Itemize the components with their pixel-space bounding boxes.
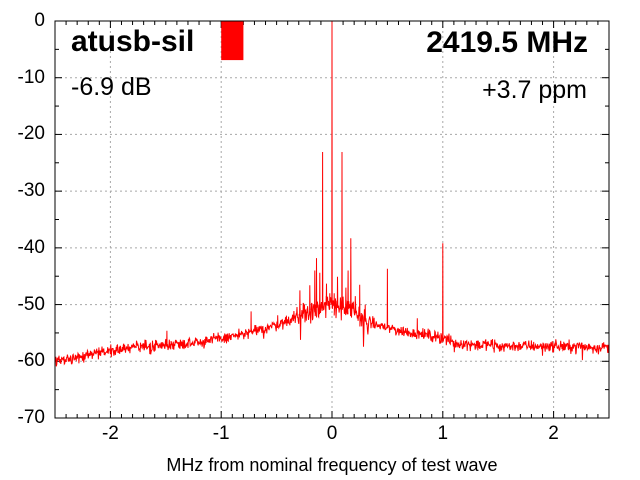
x-tick-label: 2 <box>548 423 559 444</box>
y-tick-label: 0 <box>34 10 45 31</box>
y-tick-label: -20 <box>17 123 45 145</box>
frequency-value-label: 2419.5 MHz <box>426 26 588 59</box>
spectrum-trace <box>54 20 610 367</box>
y-tick-label: -70 <box>17 407 45 428</box>
y-tick-label: -10 <box>17 66 45 88</box>
x-tick-label: 1 <box>437 423 449 444</box>
y-tick-label: -30 <box>17 180 45 202</box>
plot-border <box>54 20 610 419</box>
board-title-label: atusb-sil <box>71 25 195 58</box>
x-tick-label: -1 <box>212 423 230 444</box>
y-tick-label: -60 <box>17 350 45 372</box>
gain-value-label: -6.9 dB <box>71 73 152 101</box>
level-marker-bar <box>221 21 244 61</box>
ppm-offset-label: +3.7 ppm <box>482 76 587 104</box>
x-tick-label: 0 <box>326 423 338 444</box>
x-tick-label: -2 <box>101 423 119 444</box>
x-axis-title: MHz from nominal frequency of test wave <box>166 455 498 475</box>
grid-lines <box>54 20 610 419</box>
y-tick-label: -40 <box>17 236 45 258</box>
y-tick-label: -50 <box>17 293 45 315</box>
